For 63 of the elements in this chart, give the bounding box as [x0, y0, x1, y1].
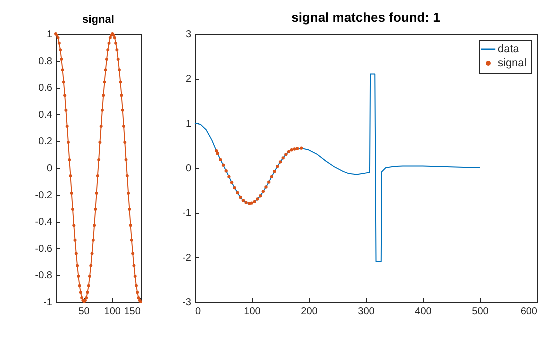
- point: [282, 156, 285, 160]
- point: [268, 180, 271, 184]
- chart-title: signal: [82, 14, 114, 26]
- x-tick-label: 300: [358, 306, 376, 318]
- point: [253, 200, 256, 204]
- legend-label: data: [498, 44, 520, 56]
- point: [284, 153, 288, 156]
- point: [242, 199, 246, 202]
- point: [236, 191, 240, 195]
- x-tick-label: 50: [78, 306, 90, 318]
- point: [287, 150, 291, 154]
- point: [262, 190, 265, 194]
- line-series: [194, 74, 480, 262]
- point: [230, 181, 234, 184]
- y-tick-label: 0: [46, 164, 53, 174]
- point: [276, 165, 280, 168]
- y-tick-label: -2: [182, 252, 192, 264]
- point: [228, 175, 231, 179]
- point: [264, 186, 268, 189]
- point: [273, 170, 276, 174]
- y-tick-label: 1: [186, 118, 192, 130]
- x-tick-label: 600: [520, 306, 538, 318]
- y-tick-label: -0.4: [35, 217, 53, 228]
- point: [270, 175, 274, 179]
- point: [239, 196, 242, 200]
- point: [300, 146, 304, 150]
- point: [224, 170, 228, 173]
- point: [219, 158, 222, 162]
- point: [250, 202, 254, 205]
- point: [258, 194, 262, 198]
- x-tick-label: 0: [196, 306, 202, 318]
- point: [222, 164, 226, 167]
- point: [293, 148, 296, 151]
- y-tick-label: 3: [186, 30, 192, 40]
- x-tick-label: 100: [104, 306, 122, 318]
- legend-label: signal: [498, 58, 527, 70]
- y-tick-label: 2: [186, 74, 192, 86]
- y-tick-label: 0.6: [38, 83, 53, 94]
- chart-title: signal matches found: 1: [292, 10, 440, 25]
- x-tick-label: 150: [124, 306, 142, 318]
- point: [233, 186, 236, 190]
- y-tick-label: -0.6: [35, 244, 53, 255]
- y-tick-label: 0.4: [38, 110, 53, 121]
- point: [256, 198, 260, 201]
- point: [290, 148, 294, 152]
- y-tick-label: -0.2: [35, 190, 53, 202]
- y-tick-label: 1: [46, 30, 53, 40]
- y-tick-label: -3: [182, 298, 192, 308]
- x-tick-label: 500: [472, 306, 490, 318]
- point: [216, 152, 220, 156]
- x-tick-label: 400: [415, 306, 432, 318]
- point: [244, 201, 248, 204]
- y-tick-label: -0.8: [35, 270, 53, 282]
- y-tick-label: -1: [182, 208, 192, 220]
- x-tick-label: 200: [301, 306, 318, 318]
- y-tick-label: 0.8: [38, 56, 53, 68]
- y-tick-label: -1: [44, 298, 53, 308]
- y-tick-label: 0: [186, 164, 192, 174]
- point: [296, 147, 300, 150]
- point: [215, 149, 218, 153]
- point: [278, 160, 282, 164]
- y-tick-label: 0.2: [38, 136, 53, 148]
- x-tick-label: 100: [244, 306, 262, 318]
